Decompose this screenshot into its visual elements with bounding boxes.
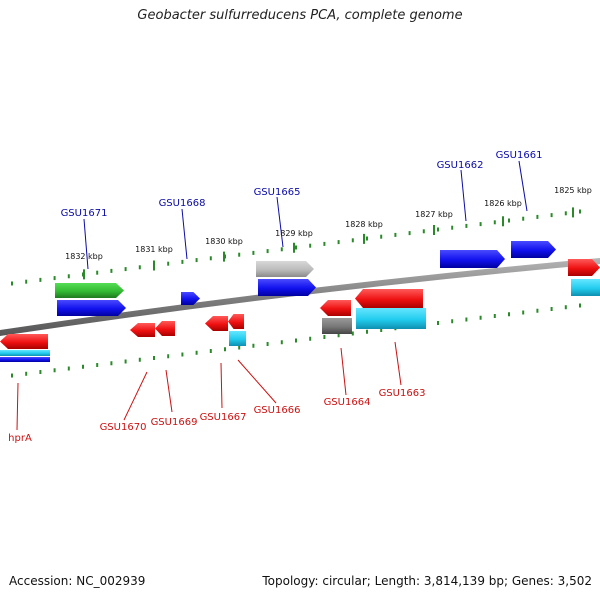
- gene-label: hprA: [8, 433, 32, 444]
- gene-arrow: [181, 292, 200, 305]
- scale-tick-label: 1826 kbp: [484, 199, 522, 208]
- gene-label: GSU1670: [100, 422, 147, 433]
- label-leader-line: [276, 196, 284, 248]
- label-leader-line: [83, 218, 89, 270]
- gene-arrow: [571, 279, 600, 296]
- label-leader-line: [123, 371, 148, 421]
- gene-arrow: [440, 250, 505, 268]
- gene-label: GSU1665: [254, 187, 301, 198]
- gene-arrow: [228, 314, 244, 329]
- label-leader-line: [340, 347, 347, 396]
- gene-arrow: [155, 321, 175, 336]
- gene-label: GSU1661: [496, 150, 543, 161]
- label-leader-line: [518, 160, 528, 212]
- gene-arrow: [322, 318, 352, 334]
- scale-tick-label: 1827 kbp: [415, 210, 453, 219]
- accession-label: Accession: NC_002939: [9, 574, 146, 588]
- gene-arrow: [130, 323, 155, 337]
- gene-label: GSU1666: [254, 405, 301, 416]
- label-leader-line: [220, 362, 223, 409]
- gene-label: GSU1669: [151, 417, 198, 428]
- label-leader-line: [16, 382, 19, 431]
- gene-label: GSU1662: [437, 160, 484, 171]
- genome-backbone: [0, 258, 600, 336]
- label-leader-line: [460, 169, 467, 222]
- label-leader-line: [237, 359, 277, 404]
- gene-arrow: [256, 261, 314, 277]
- gene-label: GSU1671: [61, 208, 108, 219]
- gene-arrow: [511, 241, 556, 258]
- gene-label: GSU1664: [324, 397, 371, 408]
- label-leader-line: [394, 341, 402, 386]
- gene-arrow: [0, 334, 48, 349]
- scale-tick-label: 1832 kbp: [65, 252, 103, 261]
- scale-tick-label: 1828 kbp: [345, 220, 383, 229]
- genome-summary: Topology: circular; Length: 3,814,139 bp…: [262, 574, 592, 588]
- gene-arrow: [0, 350, 50, 356]
- gene-features: [0, 241, 600, 362]
- label-leader-line: [165, 369, 173, 413]
- gene-arrow: [205, 316, 228, 331]
- gene-label: GSU1668: [159, 198, 206, 209]
- gene-arrow: [57, 300, 126, 316]
- scale-tick-label: 1830 kbp: [205, 237, 243, 246]
- scale-tick-label: 1831 kbp: [135, 245, 173, 254]
- scale-tick-label: 1829 kbp: [275, 229, 313, 238]
- map-title: Geobacter sulfurreducens PCA, complete g…: [137, 8, 463, 23]
- gene-arrow: [229, 331, 246, 346]
- gene-arrow: [356, 308, 426, 329]
- gene-arrow: [568, 259, 600, 276]
- gene-arrow: [355, 289, 423, 308]
- label-leader-line: [181, 208, 188, 260]
- gene-arrow: [258, 279, 316, 296]
- scale-ruler: 1832 kbp 1831 kbp 1830 kbp 1829 kbp 1828 kbp…: [65, 186, 592, 280]
- gene-arrow: [320, 300, 351, 316]
- gene-arrow: [55, 283, 124, 298]
- gene-labels: GSU1671 GSU1668 GSU1665 GSU1662 GSU1661 hprA G…: [8, 150, 542, 444]
- gene-label: GSU1663: [379, 388, 426, 399]
- gene-label: GSU1667: [200, 412, 247, 423]
- gene-arrow: [0, 357, 50, 362]
- scale-tick-label: 1825 kbp: [554, 186, 592, 195]
